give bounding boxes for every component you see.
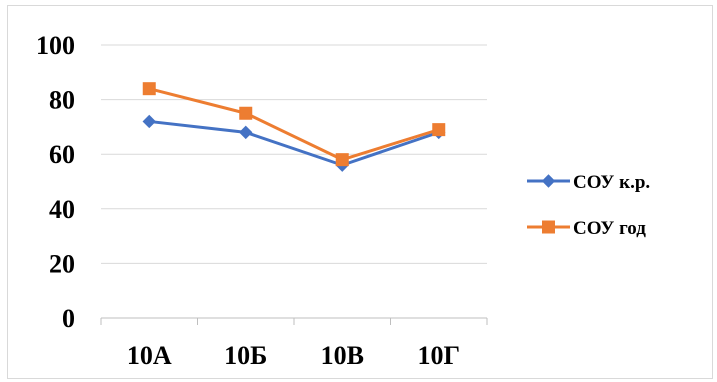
data-point-marker: [335, 153, 349, 167]
series-2: [142, 82, 446, 167]
legend-label: СОУ к.р.: [573, 172, 650, 193]
data-point-marker: [142, 114, 156, 129]
x-tick-label: 10А: [127, 341, 172, 370]
x-tick-label: 10В: [321, 341, 364, 370]
data-point-marker: [239, 125, 253, 140]
data-point-marker: [142, 82, 156, 96]
diamond-marker-icon: [541, 174, 556, 188]
series-line: [149, 119, 440, 167]
square-marker-icon: [542, 220, 555, 234]
y-tick-label: 100: [36, 31, 75, 60]
gridlines: [101, 44, 487, 264]
series-group: [142, 82, 446, 172]
series-line: [148, 87, 440, 162]
legend-item: СОУ год: [527, 218, 646, 239]
x-tick-label: 10Г: [417, 341, 460, 370]
y-tick-labels: 0 20 40 60 80 100: [36, 31, 75, 333]
axes: [100, 317, 488, 325]
y-tick-label: 40: [49, 195, 75, 224]
y-tick-label: 80: [49, 86, 75, 115]
x-tick-labels: 10А 10Б 10В 10Г: [127, 341, 460, 370]
x-tick-label: 10Б: [224, 341, 267, 370]
legend-item: СОУ к.р.: [527, 172, 650, 193]
data-point-marker: [239, 106, 253, 120]
chart-frame: [7, 5, 713, 379]
data-point-marker: [432, 123, 446, 137]
y-tick-label: 0: [62, 304, 75, 333]
y-tick-label: 20: [49, 249, 75, 278]
y-tick-label: 60: [49, 140, 75, 169]
legend-label: СОУ год: [573, 218, 646, 239]
legend: СОУ к.р. СОУ год: [527, 172, 650, 239]
